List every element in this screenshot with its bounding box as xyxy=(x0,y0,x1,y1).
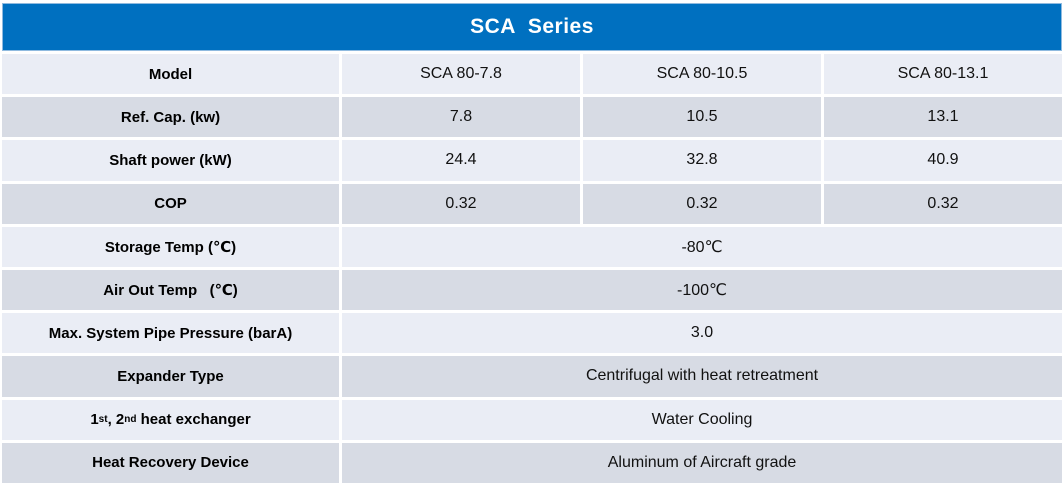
cell-storage-temp-value: -80℃ xyxy=(342,226,1062,267)
row-label-cop: COP xyxy=(2,183,339,224)
cell-ref-cap-col1: 7.8 xyxy=(342,97,580,138)
cell-cop-col1: 0.32 xyxy=(342,183,580,224)
cell-air-out-temp-value: -100℃ xyxy=(342,270,1062,311)
row-label-heat-recovery: Heat Recovery Device xyxy=(2,442,339,483)
cell-shaft-power-col3: 40.9 xyxy=(824,140,1062,181)
row-label-storage-temp: Storage Temp (℃) xyxy=(2,226,339,267)
cell-heat-exchanger-value: Water Cooling xyxy=(342,399,1062,440)
row-label-model: Model xyxy=(2,54,339,95)
cell-heat-recovery-value: Aluminum of Aircraft grade xyxy=(342,442,1062,483)
row-label-air-out-temp: Air Out Temp (℃) xyxy=(2,270,339,311)
cell-ref-cap-col3: 13.1 xyxy=(824,97,1062,138)
row-label-max-pipe-pressure: Max. System Pipe Pressure (barA) xyxy=(2,313,339,354)
cell-max-pipe-pressure-value: 3.0 xyxy=(342,313,1062,354)
heat-exchanger-label-part: heat exchanger xyxy=(136,411,251,429)
cell-model-col3: SCA 80-13.1 xyxy=(824,54,1062,95)
cell-expander-type-value: Centrifugal with heat retreatment xyxy=(342,356,1062,397)
cell-shaft-power-col1: 24.4 xyxy=(342,140,580,181)
heat-exchanger-label-part: 1 xyxy=(90,411,99,429)
cell-shaft-power-col2: 32.8 xyxy=(583,140,821,181)
table-title-bar: SCA Series xyxy=(2,3,1062,51)
sca-series-table: SCA Series Model SCA 80-7.8 SCA 80-10.5 … xyxy=(2,3,1062,483)
cell-cop-col2: 0.32 xyxy=(583,183,821,224)
row-label-shaft-power: Shaft power (kW) xyxy=(2,140,339,181)
cell-ref-cap-col2: 10.5 xyxy=(583,97,821,138)
cell-model-col2: SCA 80-10.5 xyxy=(583,54,821,95)
table-title: SCA Series xyxy=(470,15,594,38)
row-label-expander-type: Expander Type xyxy=(2,356,339,397)
heat-exchanger-label-part: , 2 xyxy=(107,411,125,429)
row-label-ref-cap: Ref. Cap. (kw) xyxy=(2,97,339,138)
cell-cop-col3: 0.32 xyxy=(824,183,1062,224)
cell-model-col1: SCA 80-7.8 xyxy=(342,54,580,95)
